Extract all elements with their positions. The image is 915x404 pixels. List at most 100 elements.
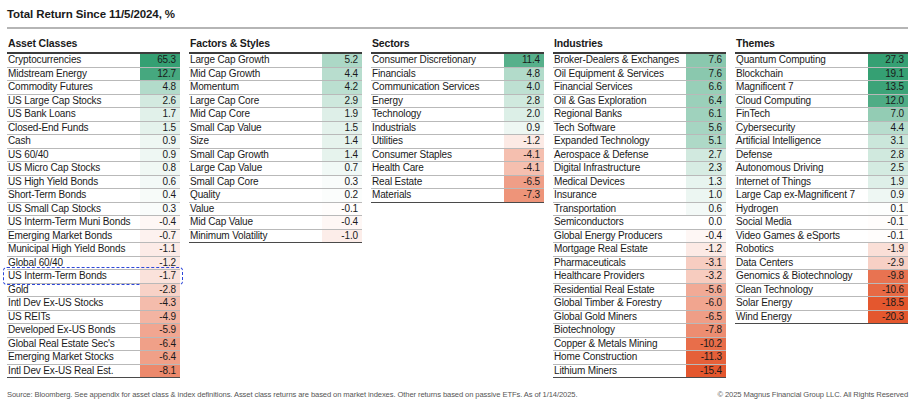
row-value: -0.4: [322, 216, 362, 229]
table-row: Data Centers-2.9: [735, 257, 908, 271]
row-label: Small Cap Value: [189, 122, 322, 135]
row-value: 0.9: [504, 122, 544, 135]
row-label: Financial Services: [553, 81, 686, 94]
row-label: Midstream Energy: [7, 68, 140, 81]
row-value: 2.0: [504, 108, 544, 121]
row-value: -1.2: [504, 135, 544, 148]
row-value: 27.3: [868, 54, 908, 67]
row-label: Defense: [735, 149, 868, 162]
table-row: Emerging Market Bonds-0.7: [7, 230, 180, 244]
row-value: -0.1: [322, 203, 362, 216]
table-row: Financial Services6.6: [553, 81, 726, 95]
row-label: Cloud Computing: [735, 95, 868, 108]
row-value: -5.6: [686, 284, 726, 297]
row-label: Short-Term Bonds: [7, 189, 140, 202]
row-label: Residential Real Estate: [553, 284, 686, 297]
row-label: Commodity Futures: [7, 81, 140, 94]
row-value: -15.4: [686, 365, 726, 378]
row-value: -7.3: [504, 189, 544, 202]
table-row: Emerging Market Stocks-6.4: [7, 351, 180, 365]
row-value: 0.9: [868, 189, 908, 202]
column-header: Factors & Styles: [189, 37, 362, 54]
row-label: Global 60/40: [7, 257, 140, 270]
row-value: 1.0: [686, 189, 726, 202]
row-label: Small Cap Growth: [189, 149, 322, 162]
table-row: Large Cap Core2.9: [189, 95, 362, 109]
row-label: Financials: [371, 68, 504, 81]
table-row: Robotics-1.9: [735, 243, 908, 257]
row-label: Regional Banks: [553, 108, 686, 121]
row-label: Global Energy Producers: [553, 230, 686, 243]
row-label: Digital Infrastructure: [553, 162, 686, 175]
row-value: 2.7: [686, 149, 726, 162]
row-label: Minimum Volatility: [189, 230, 322, 243]
row-value: 2.5: [868, 162, 908, 175]
table-row: Solar Energy-18.5: [735, 297, 908, 311]
table-row: Intl Dev Ex-US Real Est.-8.1: [7, 365, 180, 379]
column-asset-classes: Asset ClassesCryptocurrencies65.3Midstre…: [7, 37, 180, 378]
table-row: Health Care-4.1: [371, 162, 544, 176]
table-row: Insurance1.0: [553, 189, 726, 203]
table-row: Medical Devices1.3: [553, 176, 726, 190]
row-label: Semiconductors: [553, 216, 686, 229]
row-value: 2.3: [686, 162, 726, 175]
table-row: Internet of Things1.9: [735, 176, 908, 190]
table-row: Intl Dev Ex-US Stocks-4.3: [7, 297, 180, 311]
table-row: Size1.4: [189, 135, 362, 149]
row-label: Transportation: [553, 203, 686, 216]
row-label: Cybersecurity: [735, 122, 868, 135]
table-row: Magnificent 713.5: [735, 81, 908, 95]
table-row: Mid Cap Value-0.4: [189, 216, 362, 230]
row-label: Quantum Computing: [735, 54, 868, 67]
row-value: -0.7: [140, 230, 180, 243]
row-value: -0.1: [868, 216, 908, 229]
row-label: Real Estate: [371, 176, 504, 189]
row-value: -20.3: [868, 311, 908, 324]
row-label: Emerging Market Bonds: [7, 230, 140, 243]
row-value: 1.4: [322, 149, 362, 162]
table-row: Global Gold Miners-6.5: [553, 311, 726, 325]
row-value: 4.4: [322, 68, 362, 81]
row-label: Consumer Staples: [371, 149, 504, 162]
row-label: US Interm-Term Muni Bonds: [7, 216, 140, 229]
row-value: -10.6: [868, 284, 908, 297]
row-value: 4.0: [504, 81, 544, 94]
row-label: FinTech: [735, 108, 868, 121]
table-row: US High Yield Bonds0.6: [7, 176, 180, 190]
report-page: Total Return Since 11/5/2024, % Asset Cl…: [0, 0, 915, 404]
row-label: Health Care: [371, 162, 504, 175]
row-label: Utilities: [371, 135, 504, 148]
row-value: 0.0: [686, 216, 726, 229]
row-value: -1.9: [868, 243, 908, 256]
row-value: 0.3: [140, 203, 180, 216]
table-row: US REITs-4.9: [7, 311, 180, 325]
row-label: Small Cap Core: [189, 176, 322, 189]
row-label: Large Cap ex-Magnificent 7: [735, 189, 868, 202]
table-row: Residential Real Estate-5.6: [553, 284, 726, 298]
row-value: -8.1: [140, 365, 180, 378]
row-label: Size: [189, 135, 322, 148]
row-value: 0.2: [322, 189, 362, 202]
source-note: Source: Bloomberg. See appendix for asse…: [7, 390, 577, 399]
table-row: Genomics & Biotechnology-9.8: [735, 270, 908, 284]
row-value: -1.2: [140, 257, 180, 270]
table-row: Momentum4.2: [189, 81, 362, 95]
column-header: Industries: [553, 37, 726, 54]
table-row: Midstream Energy12.7: [7, 68, 180, 82]
row-value: -4.1: [504, 149, 544, 162]
table-row: Large Cap Value0.7: [189, 162, 362, 176]
table-row: Financials4.8: [371, 68, 544, 82]
table-row: Mid Cap Core1.9: [189, 108, 362, 122]
row-label: Cryptocurrencies: [7, 54, 140, 67]
row-label: Global Timber & Forestry: [553, 297, 686, 310]
table-row: Short-Term Bonds0.4: [7, 189, 180, 203]
row-value: 4.8: [140, 81, 180, 94]
table-row: Cryptocurrencies65.3: [7, 54, 180, 68]
row-value: 2.8: [504, 95, 544, 108]
row-label: Cash: [7, 135, 140, 148]
table-row: Mortgage Real Estate-1.2: [553, 243, 726, 257]
table-row: Minimum Volatility-1.0: [189, 230, 362, 244]
row-value: 0.1: [868, 203, 908, 216]
row-value: 0.7: [322, 162, 362, 175]
row-label: Technology: [371, 108, 504, 121]
